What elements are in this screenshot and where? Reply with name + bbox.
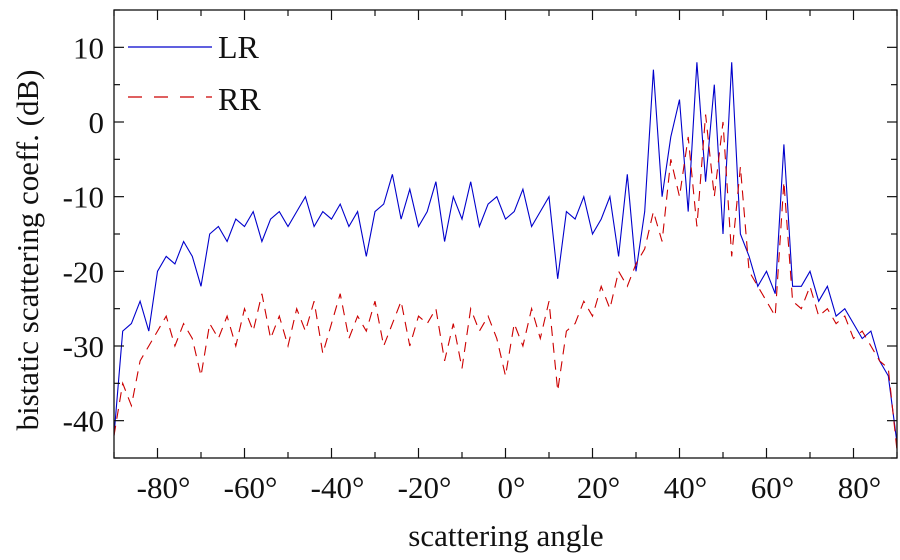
legend: LR RR bbox=[128, 29, 261, 117]
x-tick-label: 80° bbox=[838, 470, 881, 505]
legend-label-rr: RR bbox=[218, 81, 261, 117]
y-tick-label: 10 bbox=[73, 30, 104, 65]
series-layer bbox=[113, 62, 898, 451]
y-axis-label: bistatic scattering coeff. (dB) bbox=[10, 70, 45, 431]
y-tick-label: -20 bbox=[63, 254, 104, 289]
y-tick-label: -10 bbox=[63, 180, 104, 215]
ticks-layer: -80° -60° -40° -20° 0° 20° 40° 60° 80° 10 0 -10 -20 -… bbox=[63, 9, 898, 505]
x-tick-label: -80° bbox=[137, 470, 191, 505]
plot-frame bbox=[113, 9, 898, 459]
legend-label-lr: LR bbox=[218, 29, 260, 65]
x-tick-label: -20° bbox=[398, 470, 452, 505]
x-tick-label: 20° bbox=[577, 470, 620, 505]
x-tick-label: 60° bbox=[751, 470, 794, 505]
x-tick-label: -40° bbox=[311, 470, 365, 505]
y-tick-label: -40 bbox=[63, 404, 104, 439]
x-axis-label: scattering angle bbox=[408, 518, 603, 553]
y-tick-label: 0 bbox=[89, 105, 105, 140]
y-tick-label: -30 bbox=[63, 329, 104, 364]
x-tick-label: 40° bbox=[664, 470, 707, 505]
x-tick-label: 0° bbox=[498, 470, 526, 505]
series-line-rr bbox=[113, 114, 898, 451]
x-tick-label: -60° bbox=[224, 470, 278, 505]
series-line-lr bbox=[113, 62, 898, 444]
